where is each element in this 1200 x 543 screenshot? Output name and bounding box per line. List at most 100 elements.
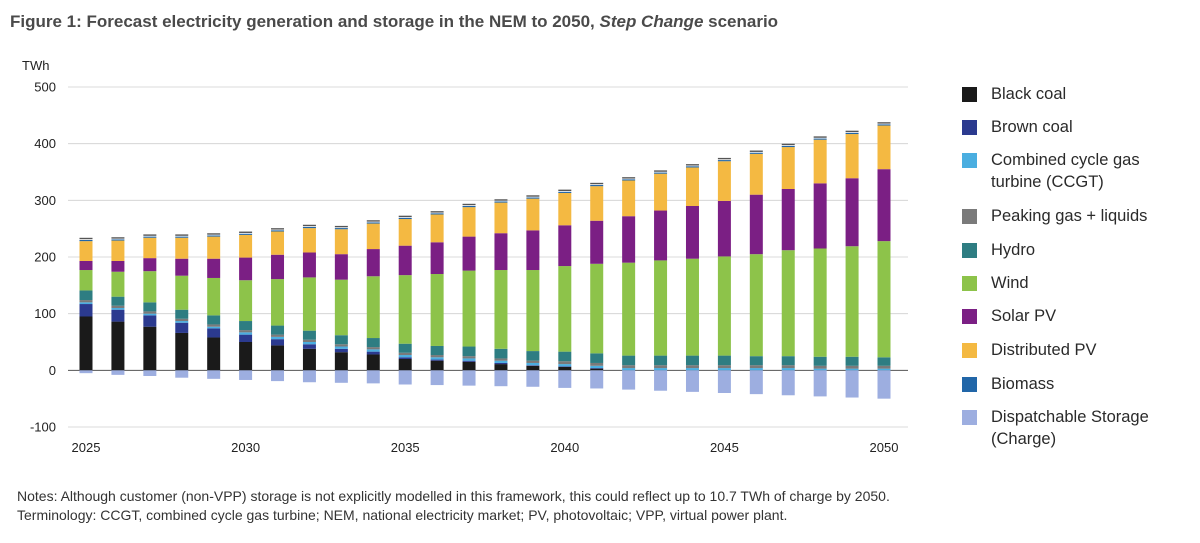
bar-segment-black-coal-2034	[366, 354, 380, 371]
bar-segment-distributed-pv-2029	[207, 236, 221, 259]
bar-segment-black-coal-2027	[143, 326, 157, 371]
bar-segment-peaking-gas-liquids-2046	[749, 365, 763, 369]
bar-segment-peaking-gas-liquids-2044	[685, 365, 699, 369]
bar-segment-black-coal-2029	[207, 337, 221, 371]
bar-segment-dispatchable-storage-charge-2050	[877, 370, 891, 399]
bar-segment-biomass-2037	[462, 206, 476, 208]
bar-segment-peaking-gas-liquids-2043	[654, 365, 668, 369]
bar-segment-solar-pv-2029	[207, 258, 221, 278]
bar-segment-combined-cycle-gas-turbine-ccgt-2041	[590, 365, 604, 369]
bar-segment-black-coal-2032	[302, 348, 316, 371]
legend-item-wind: Wind	[962, 272, 1029, 294]
bar-segment-hydro-2025	[79, 290, 93, 301]
legend-item-dispatchable-storage: Dispatchable Storage (Charge)	[962, 406, 1182, 450]
bar-segment-solar-pv-2047	[781, 189, 795, 251]
bar-segment-brown-coal-2037	[462, 360, 476, 362]
bar-segment-distributed-pv-2038	[494, 202, 508, 234]
bar-segment-black-coal-2028	[175, 332, 189, 371]
bar-segment-distributed-pv-2047	[781, 147, 795, 189]
legend-item-distributed-pv: Distributed PV	[962, 339, 1096, 361]
bar-segment-solar-pv-2041	[590, 220, 604, 264]
bar-segment-combined-cycle-gas-turbine-ccgt-2048	[813, 368, 827, 371]
bar-segment-solar-pv-2032	[302, 252, 316, 278]
legend-label-dispatchable-storage: Dispatchable Storage (Charge)	[991, 408, 1149, 448]
legend-item-biomass: Biomass	[962, 373, 1054, 395]
bar-segment-peaking-gas-liquids-2036	[430, 355, 444, 358]
bar-segment-distributed-pv-2030	[239, 234, 253, 258]
bar-segment-black-coal-2039	[526, 365, 540, 371]
bar-segment-hydro-2027	[143, 302, 157, 312]
bar-segment-dispatchable-storage-charge-2025	[79, 370, 93, 374]
bar-segment-combined-cycle-gas-turbine-ccgt-2043	[654, 368, 668, 371]
bar-segment-solar-pv-2038	[494, 233, 508, 271]
bar-segment-dispatchable-storage-charge-2029	[207, 370, 221, 379]
bar-segment-biomass-2032	[302, 226, 316, 229]
legend-swatch-peaking-gas	[962, 209, 977, 224]
bar-segment-peaking-gas-liquids-2026	[111, 305, 125, 308]
bar-segment-dispatchable-storage-charge-2034	[366, 370, 380, 384]
bar-segment-hydro-2039	[526, 351, 540, 361]
bar-segment-biomass-2034	[366, 222, 380, 224]
bar-segment-brown-coal-2032	[302, 344, 316, 349]
bar-segment-biomass-2038	[494, 201, 508, 203]
bar-segment-solar-pv-2025	[79, 260, 93, 271]
bar-segment-wind-2028	[175, 275, 189, 310]
bar-segment-dispatchable-storage-charge-2039	[526, 370, 540, 387]
bar-segment-dispatchable-storage-charge-2046	[749, 370, 763, 395]
legend-item-black-coal: Black coal	[962, 83, 1066, 105]
bar-segment-wind-2029	[207, 277, 221, 316]
legend-label-brown-coal: Brown coal	[991, 118, 1073, 136]
bar-segment-dispatchable-storage-charge-2030	[239, 370, 253, 380]
bar-segment-brown-coal-2031	[271, 339, 285, 346]
bar-segment-wind-2046	[749, 254, 763, 357]
bar-segment-hydro-2030	[239, 321, 253, 331]
bar-segment-distributed-pv-2028	[175, 237, 189, 259]
bar-segment-biomass-2029	[207, 235, 221, 237]
bar-segment-brown-coal-2040	[558, 366, 572, 367]
bar-segment-solar-pv-2031	[271, 254, 285, 280]
bar-segment-distributed-pv-2027	[143, 237, 157, 259]
bar-segment-hydro-2042	[622, 355, 636, 366]
bar-segment-dispatchable-storage-charge-2048	[813, 370, 827, 397]
bar-segment-solar-pv-2039	[526, 230, 540, 271]
chart-title-prefix: Figure 1: Forecast electricity generatio…	[10, 12, 600, 31]
bar-segment-dispatchable-storage-charge-2032	[302, 370, 316, 383]
bar-segment-combined-cycle-gas-turbine-ccgt-2036	[430, 357, 444, 360]
bar-segment-biomass-2027	[143, 236, 157, 238]
bar-segment-black-coal-2025	[79, 316, 93, 371]
bar-segment-combined-cycle-gas-turbine-ccgt-2038	[494, 360, 508, 363]
bar-segment-solar-pv-2034	[366, 249, 380, 277]
bar-segment-biomass-2046	[749, 152, 763, 154]
bar-segment-peaking-gas-liquids-2042	[622, 365, 636, 369]
bar-segment-dispatchable-storage-charge-2038	[494, 370, 508, 387]
bar-segment-peaking-gas-liquids-2050	[877, 365, 891, 369]
bar-segment-biomass-2040	[558, 191, 572, 193]
bar-segment-biomass-2042	[622, 179, 636, 181]
bar-segment-combined-cycle-gas-turbine-ccgt-2029	[207, 326, 221, 329]
bar-segment-peaking-gas-liquids-2028	[175, 318, 189, 322]
bar-segment-wind-2032	[302, 277, 316, 331]
bar-segment-peaking-gas-liquids-2029	[207, 324, 221, 327]
bar-segment-combined-cycle-gas-turbine-ccgt-2028	[175, 321, 189, 323]
bar-segment-peaking-gas-liquids-2032	[302, 339, 316, 342]
bar-segment-distributed-pv-2036	[430, 214, 444, 243]
bar-segment-peaking-gas-liquids-2038	[494, 358, 508, 361]
bar-segment-hydro-2047	[781, 356, 795, 366]
bar-segment-combined-cycle-gas-turbine-ccgt-2035	[398, 355, 412, 358]
legend-label-ccgt: Combined cycle gas turbine (CCGT)	[991, 151, 1140, 191]
bar-segment-brown-coal-2036	[430, 359, 444, 361]
x-tick-label-2030: 2030	[231, 440, 260, 455]
bar-segment-brown-coal-2033	[334, 348, 348, 353]
bar-segment-combined-cycle-gas-turbine-ccgt-2025	[79, 302, 93, 305]
x-tick-label-2035: 2035	[391, 440, 420, 455]
legend-label-solar-pv: Solar PV	[991, 307, 1057, 325]
bar-segment-distributed-pv-2025	[79, 241, 93, 261]
bar-segment-dispatchable-storage-charge-2033	[334, 370, 348, 383]
x-tick-label-2025: 2025	[72, 440, 101, 455]
legend-swatch-hydro	[962, 243, 977, 258]
bar-segment-brown-coal-2027	[143, 315, 157, 327]
bar-segment-dispatchable-storage-charge-2031	[271, 370, 285, 382]
bar-segment-peaking-gas-liquids-2035	[398, 352, 412, 356]
bar-segment-solar-pv-2030	[239, 257, 253, 281]
bar-segment-dispatchable-storage-charge-2045	[717, 370, 731, 393]
